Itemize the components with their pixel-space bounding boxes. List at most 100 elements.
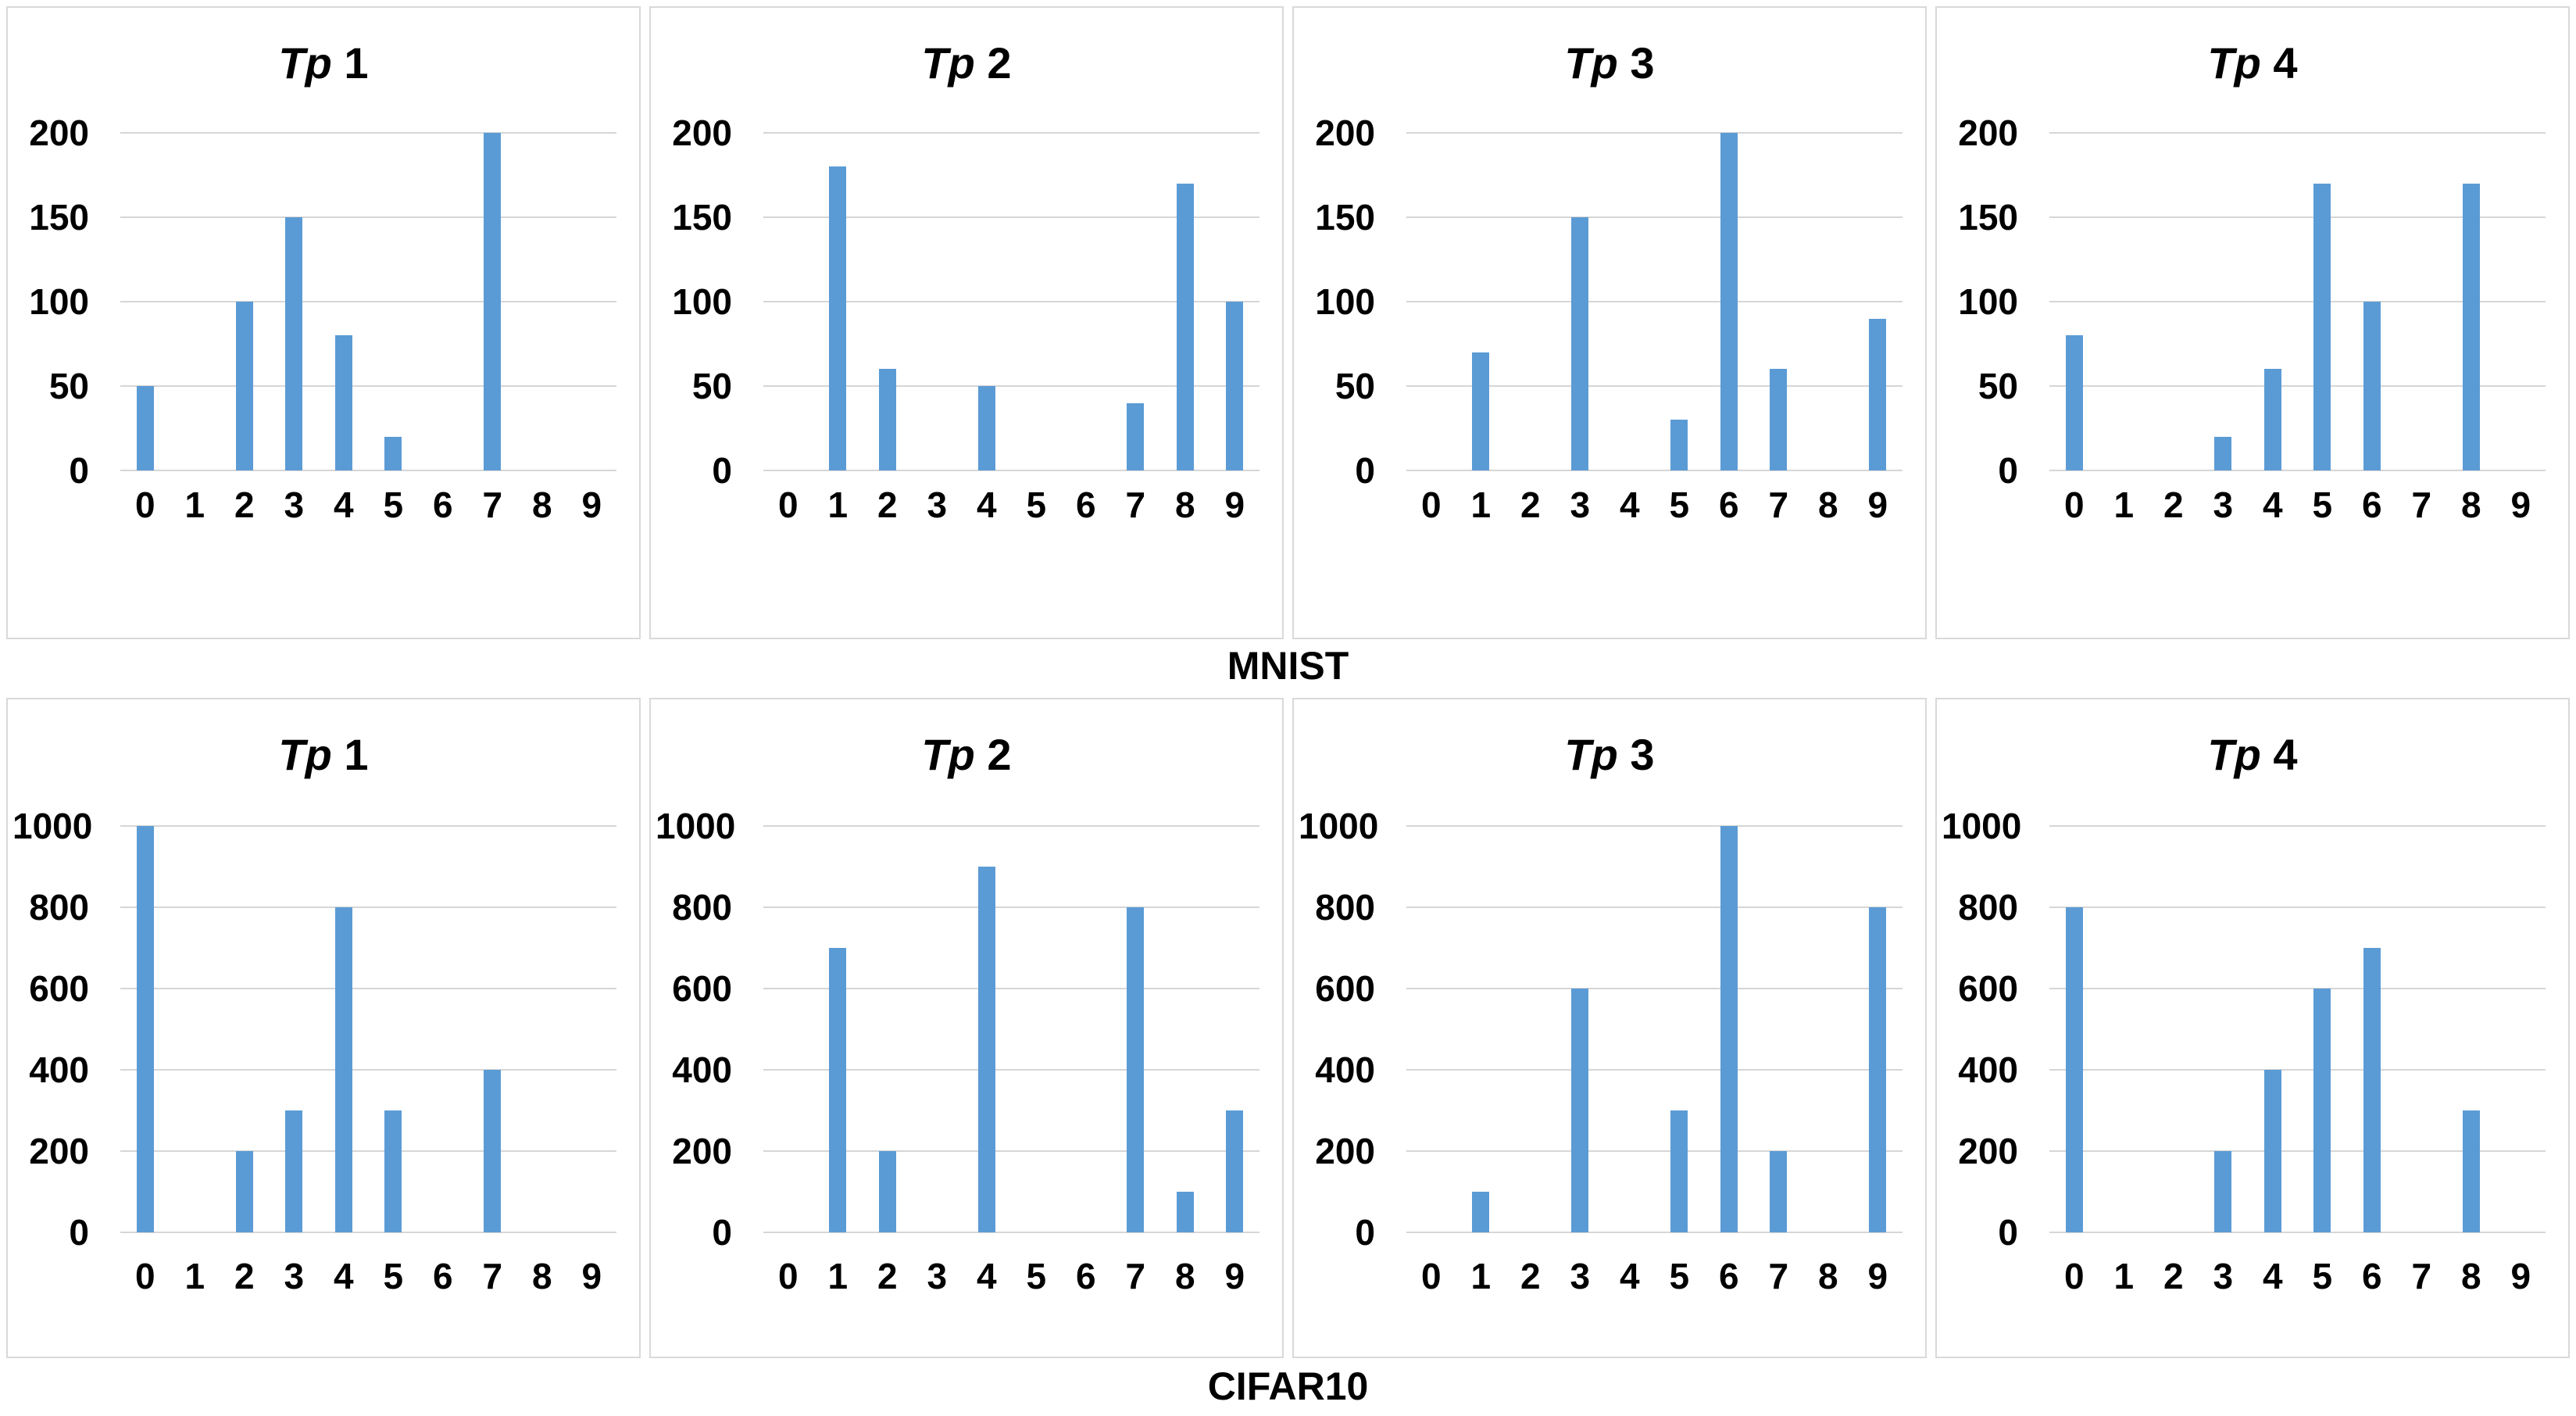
y-axis-tick-label: 0 xyxy=(1355,1212,1375,1253)
chart-panel-cifar10-tp3: Tp 3 0 200 400 600 800 1000 0 1 2 3 4 5 6 7 8 9 xyxy=(1292,698,1927,1358)
gridline-y400 xyxy=(120,1069,616,1071)
bar-category-7 xyxy=(1127,907,1145,1232)
x-axis-tick-label: 2 xyxy=(877,485,898,525)
y-axis-tick-label: 50 xyxy=(1334,366,1375,406)
y-axis-tick-label: 200 xyxy=(672,1131,732,1171)
y-axis-tick-label: 50 xyxy=(1978,366,2018,406)
chart-title-number: 2 xyxy=(987,38,1012,88)
gridline-y200 xyxy=(763,132,1259,134)
x-axis-tick-label: 6 xyxy=(1718,1256,1739,1296)
x-axis-tick-label: 0 xyxy=(777,485,799,525)
x-axis-tick-label: 9 xyxy=(1867,1256,1888,1296)
gridline-y0 xyxy=(120,470,616,471)
bar-category-8 xyxy=(1176,1192,1194,1232)
gridline-y1000 xyxy=(763,825,1259,827)
chart-title: Tp 1 xyxy=(8,729,639,780)
bar-category-3 xyxy=(285,217,303,470)
bar-category-5 xyxy=(2313,183,2331,470)
chart-title-number: 3 xyxy=(1630,38,1655,88)
y-axis-tick-label: 100 xyxy=(1315,281,1375,322)
gridline-y200 xyxy=(2049,132,2546,134)
y-axis-tick-label: 0 xyxy=(1355,450,1375,491)
bar-category-7 xyxy=(1770,369,1788,470)
bar-category-2 xyxy=(235,1151,253,1232)
x-axis-tick-label: 3 xyxy=(2213,1256,2234,1296)
gridline-y1000 xyxy=(2049,825,2546,827)
bar-category-4 xyxy=(2263,1070,2281,1232)
bar-category-8 xyxy=(1176,183,1194,470)
bar-category-2 xyxy=(878,1151,896,1232)
bar-category-5 xyxy=(384,1110,402,1232)
x-axis-tick-label: 6 xyxy=(1718,485,1739,525)
gridline-y200 xyxy=(763,1150,1259,1152)
y-axis-tick-label: 200 xyxy=(1958,1131,2018,1171)
y-axis-tick-label: 150 xyxy=(672,197,732,238)
y-axis-tick-label: 800 xyxy=(1315,887,1375,928)
chart-row-mnist: Tp 1 0 50 100 150 200 0 1 2 3 4 5 6 7 8 9 Tp 2 0 50 100 150 2… xyxy=(6,6,2570,639)
bar-category-7 xyxy=(484,133,502,470)
y-axis-tick-label: 50 xyxy=(691,366,732,406)
gridline-y50 xyxy=(2049,385,2546,387)
bar-category-6 xyxy=(1720,826,1738,1232)
gridline-y800 xyxy=(1406,906,1903,908)
x-axis-tick-label: 4 xyxy=(2262,485,2283,525)
gridline-y400 xyxy=(763,1069,1259,1071)
gridline-y50 xyxy=(120,385,616,387)
bar-category-4 xyxy=(2263,369,2281,470)
chart-title: Tp 3 xyxy=(1294,729,1925,780)
bar-category-4 xyxy=(334,335,352,470)
gridline-y600 xyxy=(1406,988,1903,989)
plot-area xyxy=(1406,825,1903,1233)
gridline-y200 xyxy=(120,1150,616,1152)
gridline-y0 xyxy=(1406,1232,1903,1233)
chart-title-prefix: Tp xyxy=(278,730,332,779)
y-axis-tick-label: 200 xyxy=(1315,1131,1375,1171)
y-axis-tick-label: 600 xyxy=(672,968,732,1009)
x-axis-tick-label: 3 xyxy=(1570,1256,1591,1296)
x-axis-tick-label: 3 xyxy=(284,1256,305,1296)
bar-category-1 xyxy=(829,166,847,470)
y-axis-tick-label: 0 xyxy=(69,450,89,491)
x-axis-tick-label: 6 xyxy=(1075,1256,1096,1296)
x-axis-tick-label: 7 xyxy=(2411,1256,2432,1296)
chart-title: Tp 4 xyxy=(1937,729,2568,780)
y-axis-tick-label: 1000 xyxy=(656,806,736,846)
x-axis-tick-label: 1 xyxy=(2113,485,2135,525)
bar-category-7 xyxy=(484,1070,502,1232)
gridline-y0 xyxy=(2049,1232,2546,1233)
x-axis-tick-label: 7 xyxy=(1768,485,1789,525)
x-axis-tick-label: 8 xyxy=(531,1256,552,1296)
plot-area xyxy=(2049,825,2546,1233)
x-axis-tick-label: 9 xyxy=(2510,1256,2531,1296)
gridline-y100 xyxy=(1406,301,1903,302)
chart-title: Tp 2 xyxy=(651,38,1282,88)
bar-category-9 xyxy=(1869,907,1887,1232)
gridline-y200 xyxy=(120,132,616,134)
x-axis-tick-label: 2 xyxy=(1520,485,1541,525)
gridline-y150 xyxy=(1406,216,1903,218)
x-axis-tick-label: 8 xyxy=(2460,1256,2481,1296)
gridline-y600 xyxy=(120,988,616,989)
y-axis-tick-label: 400 xyxy=(1958,1049,2018,1090)
x-axis-tick-label: 1 xyxy=(184,485,205,525)
y-axis-tick-label: 150 xyxy=(1958,197,2018,238)
x-axis-tick-label: 2 xyxy=(234,485,255,525)
x-axis-tick-label: 6 xyxy=(2361,485,2382,525)
x-axis-tick-label: 3 xyxy=(927,1256,948,1296)
x-axis-tick-label: 5 xyxy=(1669,1256,1690,1296)
y-axis-tick-label: 200 xyxy=(1315,113,1375,153)
x-axis-tick-label: 1 xyxy=(1470,1256,1492,1296)
x-axis-tick-label: 5 xyxy=(383,1256,404,1296)
chart-title-number: 4 xyxy=(2273,730,2298,779)
row-label-cifar10: CIFAR10 xyxy=(1207,1364,1369,1408)
x-axis-tick-label: 1 xyxy=(2113,1256,2135,1296)
bar-category-9 xyxy=(1869,318,1887,470)
x-axis-tick-label: 8 xyxy=(531,485,552,525)
y-axis-tick-label: 0 xyxy=(712,1212,732,1253)
bar-category-4 xyxy=(334,907,352,1232)
x-axis-tick-label: 8 xyxy=(1817,1256,1838,1296)
y-axis-tick-label: 200 xyxy=(29,113,89,153)
gridline-y0 xyxy=(120,1232,616,1233)
chart-title-prefix: Tp xyxy=(2207,38,2261,88)
bar-category-0 xyxy=(2065,907,2083,1232)
